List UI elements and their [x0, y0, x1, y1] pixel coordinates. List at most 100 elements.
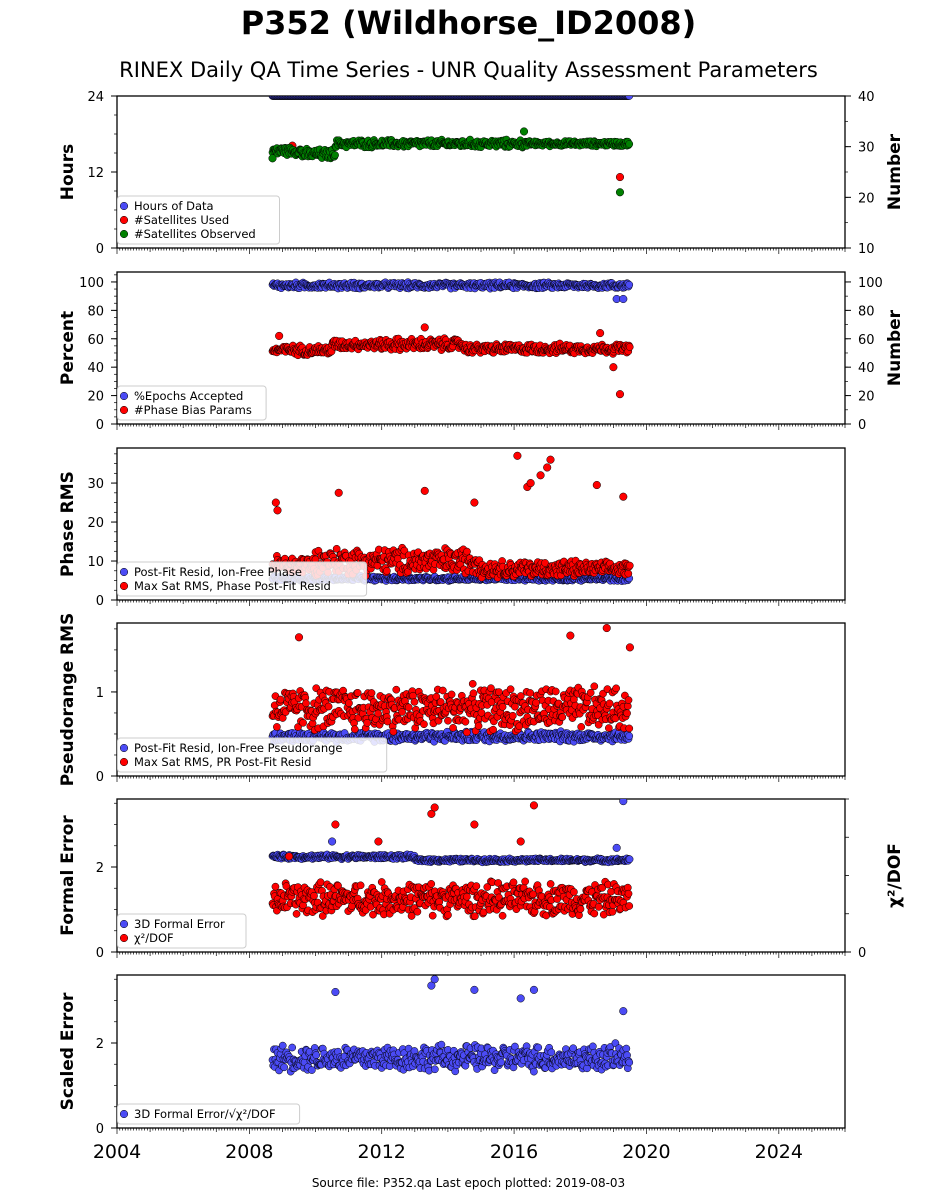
marker-max-sat-rms-pr-post-fit-resid — [276, 695, 285, 704]
marker-max-sat-rms-pr-post-fit-resid — [489, 725, 497, 734]
legend-marker — [119, 581, 129, 591]
marker-dof — [521, 877, 529, 886]
marker-max-sat-rms-phase-post-fit-resid — [592, 480, 601, 490]
legend-box — [117, 195, 280, 245]
y-tick-label: 30 — [87, 477, 104, 492]
marker-hours-of-data — [625, 96, 634, 100]
marker-max-sat-rms-pr-post-fit-resid — [324, 702, 333, 711]
marker-max-sat-rms-pr-post-fit-resid — [532, 698, 540, 707]
marker-epochs-accepted — [625, 280, 634, 289]
y-tick-label: 2 — [96, 861, 104, 876]
marker-dof — [472, 882, 481, 890]
marker-satellites-observed — [268, 154, 277, 163]
right-axis-label: Number — [885, 133, 905, 210]
marker-satellites-used — [615, 173, 625, 182]
legend-marker — [119, 229, 129, 239]
marker-satellites-observed — [625, 140, 634, 148]
marker-max-sat-rms-pr-post-fit-resid — [461, 717, 470, 726]
marker-max-sat-rms-pr-post-fit-resid — [345, 699, 353, 708]
marker-max-sat-rms-pr-post-fit-resid — [526, 689, 535, 697]
y-tick-label: 60 — [87, 333, 104, 348]
marker-max-sat-rms-pr-post-fit-resid — [625, 724, 634, 733]
marker-dof — [498, 911, 507, 920]
legend-marker — [119, 743, 129, 753]
panel-percent: 020406080100Percent020406080100Number%Ep… — [58, 271, 905, 433]
marker-max-sat-rms-pr-post-fit-resid — [498, 702, 507, 711]
y-tick-label: 100 — [79, 276, 104, 291]
legend: Hours of Data#Satellites Used#Satellites… — [117, 195, 280, 245]
marker-max-sat-rms-pr-post-fit-resid — [558, 713, 567, 721]
marker-max-sat-rms-pr-post-fit-resid — [612, 684, 620, 693]
marker-dof — [594, 902, 603, 911]
marker-max-sat-rms-phase-post-fit-resid — [334, 488, 343, 497]
legend-marker — [119, 405, 129, 415]
legend-label: Max Sat RMS, Phase Post-Fit Resid — [134, 579, 331, 593]
y-tick-label: 0 — [96, 770, 104, 785]
marker-dof — [310, 891, 318, 900]
marker-max-sat-rms-pr-post-fit-resid — [392, 685, 401, 694]
marker-max-sat-rms-pr-post-fit-resid — [463, 728, 471, 737]
legend-marker — [119, 201, 129, 211]
marker-phase-bias-params — [275, 331, 284, 340]
legend-label: Max Sat RMS, PR Post-Fit Resid — [134, 755, 311, 769]
marker-dof — [509, 878, 518, 887]
marker-max-sat-rms-pr-post-fit-resid — [625, 643, 634, 652]
marker-max-sat-rms-phase-post-fit-resid — [383, 567, 391, 575]
y-axis-label: Percent — [58, 311, 78, 385]
marker-max-sat-rms-pr-post-fit-resid — [367, 689, 376, 697]
marker-max-sat-rms-pr-post-fit-resid — [469, 689, 478, 698]
marker-max-sat-rms-pr-post-fit-resid — [506, 685, 515, 694]
marker-phase-bias-params — [596, 329, 605, 338]
marker-max-sat-rms-pr-post-fit-resid — [294, 633, 304, 642]
legend-label: Post-Fit Resid, Ion-Free Pseudorange — [134, 741, 342, 755]
y-tick-label: 24 — [87, 90, 104, 105]
right-axis-label: Number — [885, 309, 905, 386]
right-tick-label: 40 — [858, 361, 875, 376]
marker-max-sat-rms-phase-post-fit-resid — [526, 479, 535, 488]
marker-dof — [444, 911, 452, 919]
marker-satellites-observed — [615, 188, 625, 197]
marker-max-sat-rms-phase-post-fit-resid — [513, 451, 522, 460]
y-tick-label: 0 — [96, 946, 104, 961]
legend-marker — [119, 215, 129, 225]
marker-dof — [271, 882, 280, 891]
marker-max-sat-rms-phase-post-fit-resid — [546, 455, 555, 464]
legend-label: #Phase Bias Params — [134, 403, 252, 417]
legend-marker — [119, 391, 129, 401]
legend-label: Post-Fit Resid, Ion-Free Phase — [134, 565, 302, 579]
marker-phase-bias-params — [615, 390, 625, 399]
marker-max-sat-rms-pr-post-fit-resid — [439, 686, 447, 695]
marker-dof — [356, 881, 365, 890]
y-tick-label: 20 — [87, 390, 104, 405]
marker-max-sat-rms-pr-post-fit-resid — [273, 723, 281, 731]
y-tick-label: 10 — [87, 555, 104, 570]
right-tick-label: 60 — [858, 333, 875, 348]
marker-post-fit-resid-ion-free-pseudorange — [625, 732, 634, 740]
right-tick-label: 0 — [858, 946, 866, 961]
marker-max-sat-rms-pr-post-fit-resid — [449, 724, 457, 732]
legend: Post-Fit Resid, Ion-Free PseudorangeMax … — [117, 737, 388, 773]
y-axis-label: Pseudorange RMS — [58, 613, 78, 787]
marker-max-sat-rms-pr-post-fit-resid — [605, 699, 614, 708]
marker-satellites-observed — [331, 151, 339, 159]
marker-phase-bias-params — [625, 343, 634, 351]
right-tick-label: 40 — [858, 90, 875, 105]
right-axis-label: χ²/DOF — [885, 843, 905, 908]
chart-subtitle: RINEX Daily QA Time Series - UNR Quality… — [119, 58, 818, 82]
marker-max-sat-rms-phase-post-fit-resid — [543, 463, 552, 472]
marker-dof — [570, 888, 578, 896]
marker-dof — [316, 878, 325, 887]
marker-max-sat-rms-phase-post-fit-resid — [536, 471, 545, 480]
y-tick-label: 20 — [87, 516, 104, 531]
marker-dof — [546, 880, 555, 888]
legend: %Epochs Accepted#Phase Bias Params — [117, 385, 267, 421]
y-tick-label: 0 — [96, 418, 104, 433]
marker-max-sat-rms-pr-post-fit-resid — [447, 690, 456, 699]
legend-label: #Satellites Used — [134, 213, 229, 227]
marker-satellites-observed — [519, 127, 529, 136]
